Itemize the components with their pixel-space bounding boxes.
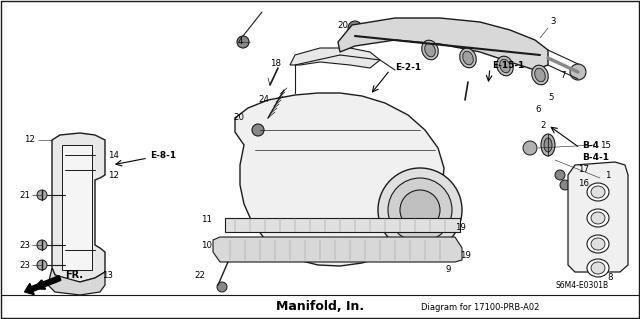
Ellipse shape xyxy=(591,212,605,224)
Polygon shape xyxy=(338,18,548,70)
Circle shape xyxy=(555,170,565,180)
Polygon shape xyxy=(235,93,444,266)
Ellipse shape xyxy=(535,68,545,82)
Circle shape xyxy=(73,157,83,167)
Ellipse shape xyxy=(460,48,476,68)
Text: 8: 8 xyxy=(607,273,612,283)
Text: 3: 3 xyxy=(550,18,556,26)
Polygon shape xyxy=(213,237,462,262)
Circle shape xyxy=(37,260,47,270)
Circle shape xyxy=(73,240,83,250)
Text: 9: 9 xyxy=(445,265,451,275)
Circle shape xyxy=(523,141,537,155)
Text: S6M4-E0301B: S6M4-E0301B xyxy=(555,280,608,290)
Text: 20: 20 xyxy=(337,20,348,29)
Ellipse shape xyxy=(544,138,552,152)
Polygon shape xyxy=(290,48,380,68)
Polygon shape xyxy=(48,268,105,295)
Text: 1: 1 xyxy=(605,170,611,180)
FancyArrow shape xyxy=(24,276,61,294)
Ellipse shape xyxy=(587,209,609,227)
Text: 17: 17 xyxy=(578,166,589,174)
Polygon shape xyxy=(52,133,105,282)
Ellipse shape xyxy=(422,40,438,60)
Text: 23: 23 xyxy=(19,241,30,249)
Text: 2: 2 xyxy=(540,121,545,130)
Text: B-4: B-4 xyxy=(582,142,599,151)
Text: E-15-1: E-15-1 xyxy=(492,62,524,70)
Text: 10: 10 xyxy=(201,241,212,249)
Text: 22: 22 xyxy=(194,271,205,279)
Circle shape xyxy=(37,240,47,250)
Text: 4: 4 xyxy=(238,38,243,47)
Text: Diagram for 17100-PRB-A02: Diagram for 17100-PRB-A02 xyxy=(421,302,539,311)
Ellipse shape xyxy=(587,235,609,253)
Circle shape xyxy=(237,36,249,48)
Text: 21: 21 xyxy=(19,190,30,199)
Text: Manifold, In.: Manifold, In. xyxy=(276,300,364,314)
Text: 12: 12 xyxy=(24,136,35,145)
Text: 14: 14 xyxy=(108,151,119,160)
Text: 15: 15 xyxy=(600,140,611,150)
Ellipse shape xyxy=(587,259,609,277)
Ellipse shape xyxy=(497,56,513,76)
Circle shape xyxy=(388,178,452,242)
Circle shape xyxy=(570,64,586,80)
Ellipse shape xyxy=(591,262,605,274)
Text: 23: 23 xyxy=(19,261,30,270)
Text: 19: 19 xyxy=(455,224,466,233)
Text: 16: 16 xyxy=(578,179,589,188)
Ellipse shape xyxy=(541,134,555,156)
Ellipse shape xyxy=(591,238,605,250)
Ellipse shape xyxy=(500,59,510,73)
Text: 19: 19 xyxy=(460,250,471,259)
Text: 11: 11 xyxy=(201,216,212,225)
Text: 12: 12 xyxy=(108,170,119,180)
Text: 7: 7 xyxy=(560,70,566,79)
Text: 5: 5 xyxy=(548,93,554,102)
Text: E-2-1: E-2-1 xyxy=(395,63,421,72)
Text: 20: 20 xyxy=(233,114,244,122)
Circle shape xyxy=(348,21,362,35)
Circle shape xyxy=(217,282,227,292)
Polygon shape xyxy=(568,162,628,272)
Ellipse shape xyxy=(425,43,435,57)
Text: FR.: FR. xyxy=(65,270,83,280)
Polygon shape xyxy=(225,218,460,232)
Circle shape xyxy=(252,124,264,136)
Text: 13: 13 xyxy=(102,271,113,279)
Text: B-4-1: B-4-1 xyxy=(582,153,609,162)
Ellipse shape xyxy=(532,65,548,85)
Circle shape xyxy=(378,168,462,252)
Polygon shape xyxy=(62,145,92,270)
Ellipse shape xyxy=(591,186,605,198)
Circle shape xyxy=(560,180,570,190)
Ellipse shape xyxy=(463,51,473,65)
Circle shape xyxy=(37,190,47,200)
Text: 24: 24 xyxy=(258,95,269,105)
Text: 6: 6 xyxy=(535,106,541,115)
Circle shape xyxy=(400,190,440,230)
Ellipse shape xyxy=(587,183,609,201)
Text: E-8-1: E-8-1 xyxy=(150,152,176,160)
Text: 18: 18 xyxy=(270,58,281,68)
